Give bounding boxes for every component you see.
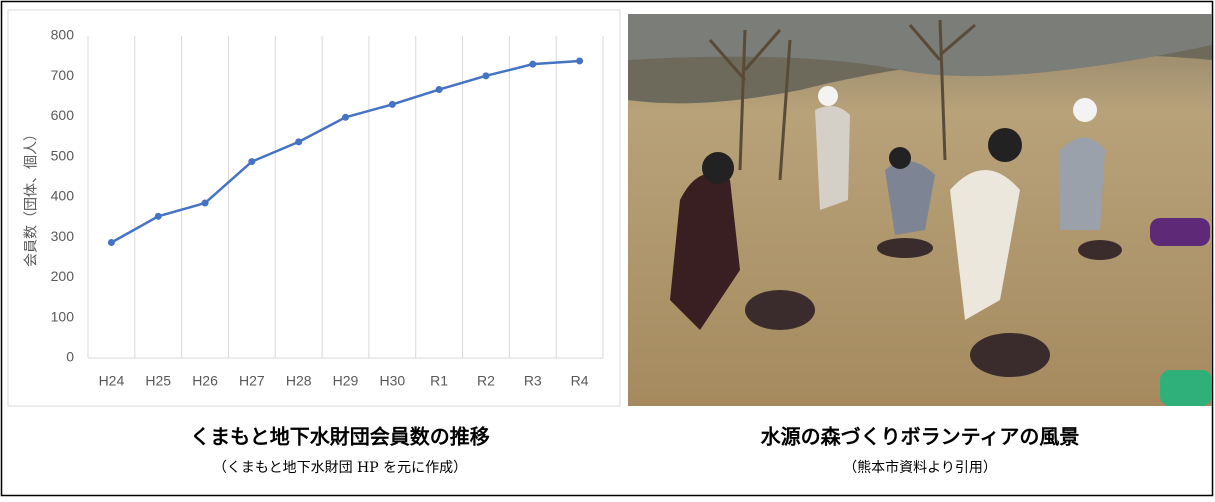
x-tick-label: R4 bbox=[571, 373, 589, 389]
chart-frame bbox=[8, 10, 620, 406]
data-point bbox=[389, 101, 396, 108]
photo bbox=[628, 14, 1212, 406]
x-tick-label: R3 bbox=[524, 373, 542, 389]
data-point bbox=[436, 86, 443, 93]
data-point bbox=[576, 57, 583, 64]
x-tick-label: H25 bbox=[145, 373, 171, 389]
x-tick-label: H29 bbox=[333, 373, 359, 389]
data-point bbox=[295, 138, 302, 145]
caption-title: くまもと地下水財団会員数の推移 bbox=[190, 425, 490, 449]
data-point bbox=[342, 114, 349, 121]
caption-source: （熊本市資料より引用） bbox=[843, 459, 997, 476]
data-point bbox=[108, 239, 115, 246]
x-tick-label: H28 bbox=[286, 373, 312, 389]
y-tick-label: 600 bbox=[51, 107, 75, 123]
caption-source: （くまもと地下水財団 HP を元に作成） bbox=[213, 460, 467, 476]
y-tick-label: 0 bbox=[66, 349, 74, 365]
data-point bbox=[529, 61, 536, 68]
x-tick-label: R2 bbox=[477, 373, 495, 389]
data-point bbox=[248, 158, 255, 165]
y-tick-label: 800 bbox=[51, 27, 75, 43]
y-tick-label: 200 bbox=[51, 268, 75, 284]
y-tick-label: 700 bbox=[51, 67, 75, 83]
y-tick-label: 500 bbox=[51, 147, 75, 163]
y-axis-label: 会員数（団体、個人） bbox=[23, 127, 39, 267]
x-tick-label: H26 bbox=[192, 373, 218, 389]
y-tick-label: 100 bbox=[51, 308, 75, 324]
x-tick-label: H30 bbox=[379, 373, 405, 389]
data-point bbox=[155, 213, 162, 220]
x-tick-label: H24 bbox=[99, 373, 125, 389]
y-tick-label: 300 bbox=[51, 228, 75, 244]
data-point bbox=[202, 200, 209, 207]
x-tick-label: H27 bbox=[239, 373, 265, 389]
caption-title: 水源の森づくりボランティアの風景 bbox=[761, 425, 1080, 449]
x-tick-label: R1 bbox=[430, 373, 448, 389]
data-point bbox=[482, 72, 489, 79]
page: 0 100 200 300 400 500 600 700 800 会員数（団体、個人） H24 H2… bbox=[0, 0, 1215, 498]
y-tick-label: 400 bbox=[51, 188, 75, 204]
figure: 0 100 200 300 400 500 600 700 800 会員数（団体、個人） H24 H2… bbox=[0, 0, 1215, 498]
